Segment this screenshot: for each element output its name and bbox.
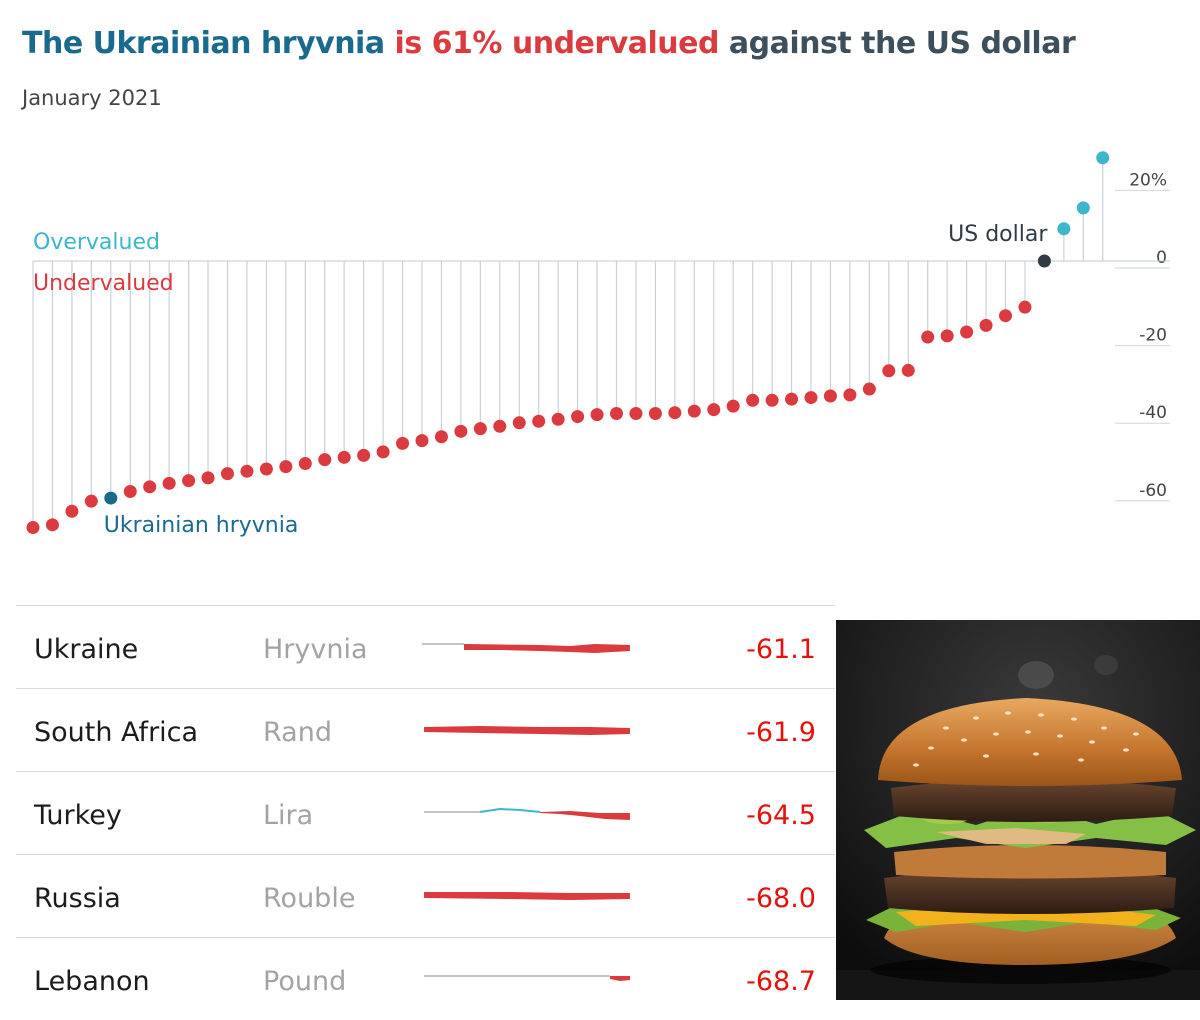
currency-name: Lira xyxy=(263,800,314,831)
y-tick-label: 0 xyxy=(1156,248,1167,268)
table-row: Russia Rouble -68.0 xyxy=(16,854,835,937)
data-point xyxy=(1096,151,1110,165)
data-point xyxy=(357,448,371,462)
data-point xyxy=(960,325,974,339)
data-point xyxy=(201,471,215,485)
data-point xyxy=(765,393,779,407)
currency-name: Rand xyxy=(263,717,332,748)
data-point xyxy=(610,406,623,420)
value: -64.5 xyxy=(746,800,816,831)
lollipop-chart: 20% 0 -20 -40 -60 Overvalued Undervalued US dol… xyxy=(26,151,1170,538)
data-point xyxy=(182,474,196,488)
data-point xyxy=(532,414,546,428)
data-point xyxy=(804,391,818,405)
data-point xyxy=(979,318,993,332)
data-point xyxy=(707,403,721,417)
value: -68.7 xyxy=(746,966,816,997)
data-point xyxy=(843,388,857,402)
sparkline xyxy=(424,975,630,981)
legend-undervalued: Undervalued xyxy=(33,271,174,296)
data-point xyxy=(746,393,760,407)
data-point xyxy=(687,404,701,418)
data-point xyxy=(84,494,98,508)
currency-name: Hryvnia xyxy=(263,634,368,665)
data-point xyxy=(901,363,915,377)
data-point xyxy=(221,467,234,481)
legend-overvalued: Overvalued xyxy=(33,230,160,255)
data-point xyxy=(1076,201,1090,215)
data-point xyxy=(45,518,59,532)
title-segment: The Ukrainian hryvnia xyxy=(22,26,395,61)
sparkline xyxy=(424,726,630,735)
data-point xyxy=(26,521,40,535)
data-point xyxy=(104,491,118,505)
data-point xyxy=(726,399,740,413)
y-tick-label: -20 xyxy=(1139,326,1167,346)
data-point xyxy=(240,464,254,478)
data-point xyxy=(921,330,935,344)
data-point xyxy=(298,457,312,471)
data-point xyxy=(493,419,507,433)
y-tick-label: -40 xyxy=(1139,403,1167,423)
country-name: Lebanon xyxy=(34,966,150,997)
data-point xyxy=(785,392,799,406)
data-point xyxy=(668,406,682,420)
currency-name: Pound xyxy=(263,966,347,997)
value: -68.0 xyxy=(746,883,816,914)
country-name: Russia xyxy=(34,883,121,914)
big-mac-photo xyxy=(836,620,1200,1000)
title-segment: against the US dollar xyxy=(718,26,1076,61)
table-row: Turkey Lira -64.5 xyxy=(16,771,835,854)
data-point xyxy=(318,453,332,467)
title-segment: is 61% undervalued xyxy=(394,26,720,61)
table-row: Lebanon Pound -68.7 xyxy=(16,937,835,1020)
data-point xyxy=(473,422,487,436)
data-point xyxy=(999,309,1012,323)
data-point xyxy=(1057,222,1071,236)
ukrainian-hryvnia-label: Ukrainian hryvnia xyxy=(104,513,299,538)
data-point xyxy=(648,406,662,420)
data-point xyxy=(143,480,157,494)
sparkline xyxy=(424,892,630,900)
data-point xyxy=(629,406,643,420)
data-point xyxy=(123,484,137,498)
data-point xyxy=(512,416,526,430)
table-row: Ukraine Hryvnia -61.1 xyxy=(16,605,835,688)
data-point xyxy=(65,504,79,518)
data-point xyxy=(882,364,896,378)
currency-name: Rouble xyxy=(263,883,356,914)
data-point xyxy=(259,462,273,476)
data-point xyxy=(162,476,176,490)
data-point xyxy=(590,408,604,422)
value: -61.9 xyxy=(746,717,816,748)
data-point xyxy=(434,430,448,444)
value: -61.1 xyxy=(746,634,816,665)
sparkline xyxy=(424,807,630,820)
chart-subtitle: January 2021 xyxy=(22,86,162,110)
data-point xyxy=(1037,254,1051,268)
data-point xyxy=(551,412,565,426)
data-point xyxy=(571,410,585,424)
y-tick-label: -60 xyxy=(1139,481,1167,501)
us-dollar-label: US dollar xyxy=(948,222,1048,247)
data-point xyxy=(823,389,837,403)
chart-title: The Ukrainian hryvnia is 61% undervalued… xyxy=(22,26,1076,61)
table-row: South Africa Rand -61.9 xyxy=(16,688,835,771)
currency-table: Ukraine Hryvnia -61.1 South Africa Rand … xyxy=(16,605,835,1020)
country-name: South Africa xyxy=(34,717,199,748)
data-point xyxy=(940,329,954,343)
data-point xyxy=(337,450,351,464)
data-point xyxy=(454,424,468,438)
data-point xyxy=(376,445,390,459)
y-tick-label: 20% xyxy=(1129,170,1167,190)
data-point xyxy=(415,434,429,448)
data-point xyxy=(862,382,876,396)
data-point xyxy=(396,436,410,450)
sparkline xyxy=(422,643,630,653)
country-name: Ukraine xyxy=(34,634,139,665)
data-point xyxy=(279,460,293,474)
country-name: Turkey xyxy=(34,800,122,831)
data-point xyxy=(1018,300,1032,314)
